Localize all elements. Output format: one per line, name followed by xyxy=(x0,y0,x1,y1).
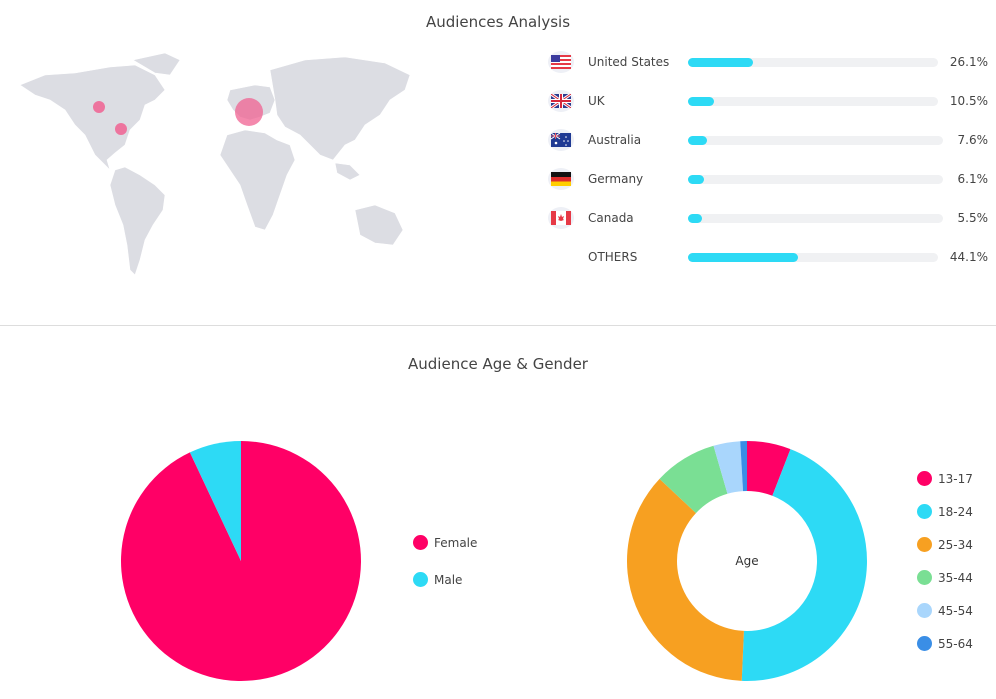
slice-13-17[interactable] xyxy=(747,441,791,496)
country-name: OTHERS xyxy=(588,250,638,264)
donut-center-label: Age xyxy=(735,554,758,568)
legend-dot-icon xyxy=(917,504,932,519)
map-bubble-us-east xyxy=(115,123,127,135)
slice-18-24[interactable] xyxy=(741,449,868,681)
legend-item-35-44[interactable]: 35-44 xyxy=(917,570,973,585)
slice-55-64[interactable] xyxy=(740,441,747,492)
country-bar-fill xyxy=(688,253,799,262)
canada-flag-icon xyxy=(548,207,574,229)
country-bar-track xyxy=(688,97,938,106)
gender-pie-chart xyxy=(120,441,361,681)
country-bar-track xyxy=(688,58,938,67)
legend-dot-icon xyxy=(917,471,932,486)
map-bubble-europe xyxy=(235,98,263,126)
legend-label: 45-54 xyxy=(938,603,973,618)
legend-item-female[interactable]: Female xyxy=(413,535,477,550)
australia-flag-icon xyxy=(548,129,574,151)
legend-item-18-24[interactable]: 18-24 xyxy=(917,504,973,519)
legend-item-13-17[interactable]: 13-17 xyxy=(917,471,973,486)
legend-label: 18-24 xyxy=(938,504,973,519)
slice-male[interactable] xyxy=(189,441,241,561)
legend-dot-icon xyxy=(917,537,932,552)
country-percent: 44.1% xyxy=(949,250,988,264)
country-bar-track xyxy=(688,214,943,223)
country-name: Australia xyxy=(588,133,642,147)
age-donut-chart: Age xyxy=(627,441,868,681)
legend-item-55-64[interactable]: 55-64 xyxy=(917,636,973,651)
country-percent: 5.5% xyxy=(957,211,989,225)
country-row: Canada 5.5% xyxy=(548,207,988,231)
germany-flag-icon xyxy=(548,168,574,190)
country-bar-fill xyxy=(688,175,704,184)
country-row: United States 26.1% xyxy=(548,51,988,75)
us-flag-icon xyxy=(548,51,574,73)
legend-dot-icon xyxy=(413,535,428,550)
legend-item-male[interactable]: Male xyxy=(413,572,462,587)
map-bubble-us-west xyxy=(93,101,105,113)
world-map xyxy=(19,52,411,276)
slice-female[interactable] xyxy=(120,441,361,681)
legend-dot-icon xyxy=(413,572,428,587)
country-percent: 26.1% xyxy=(949,55,988,69)
country-bar-fill xyxy=(688,58,754,67)
country-bar-fill xyxy=(688,136,708,145)
country-name: Canada xyxy=(588,211,634,225)
legend-label: 13-17 xyxy=(938,471,973,486)
country-bar-track xyxy=(688,136,943,145)
legend-label: 35-44 xyxy=(938,570,973,585)
country-name: United States xyxy=(588,55,670,69)
slice-45-54[interactable] xyxy=(713,441,744,494)
country-bar-fill xyxy=(688,214,703,223)
section-divider xyxy=(0,325,996,326)
country-bar-fill xyxy=(688,97,715,106)
country-percent: 6.1% xyxy=(957,172,989,186)
audiences-title: Audiences Analysis xyxy=(425,13,571,31)
country-row: OTHERS 44.1% xyxy=(548,246,988,270)
legend-item-45-54[interactable]: 45-54 xyxy=(917,603,973,618)
country-row: Germany 6.1% xyxy=(548,168,988,192)
country-row: UK 10.5% xyxy=(548,90,988,114)
country-row: Australia 7.6% xyxy=(548,129,988,153)
legend-label: 55-64 xyxy=(938,636,973,651)
legend-dot-icon xyxy=(917,603,932,618)
country-name: Germany xyxy=(588,172,644,186)
legend-dot-icon xyxy=(917,636,932,651)
legend-item-25-34[interactable]: 25-34 xyxy=(917,537,973,552)
country-percent: 7.6% xyxy=(957,133,989,147)
slice-25-34[interactable] xyxy=(627,478,744,681)
legend-label: 25-34 xyxy=(938,537,973,552)
country-bar-track xyxy=(688,175,943,184)
country-bar-track xyxy=(688,253,938,262)
uk-flag-icon xyxy=(548,90,574,112)
age-gender-title: Audience Age & Gender xyxy=(408,355,588,373)
slice-35-44[interactable] xyxy=(659,445,728,514)
legend-label: Female xyxy=(434,535,478,550)
country-percent: 10.5% xyxy=(949,94,988,108)
legend-dot-icon xyxy=(917,570,932,585)
legend-label: Male xyxy=(434,572,463,587)
country-name: UK xyxy=(588,94,605,108)
